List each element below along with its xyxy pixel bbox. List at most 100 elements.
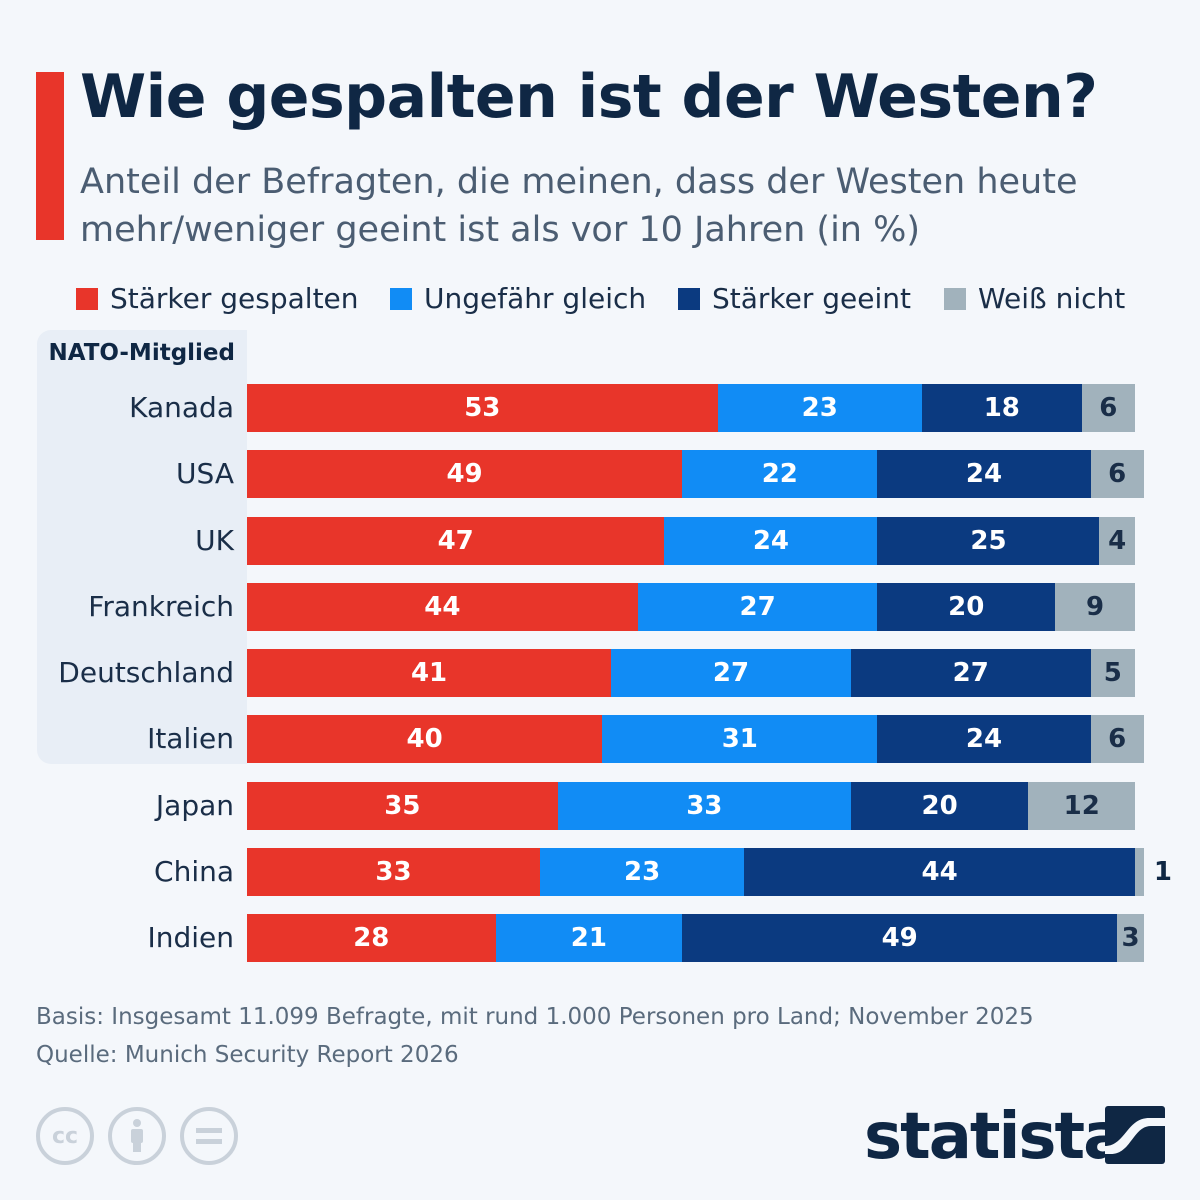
bar-segment: 4 xyxy=(1099,516,1135,565)
bar-segment: 49 xyxy=(247,450,683,499)
bar-segment: 40 xyxy=(247,715,603,764)
bar-segment: 5 xyxy=(1090,649,1135,697)
logo-text: statista xyxy=(864,1100,1126,1174)
data-label: 53 xyxy=(464,393,501,423)
data-label: 18 xyxy=(983,393,1020,423)
category-label: Frankreich xyxy=(88,589,234,623)
legend-item: Stärker gespalten xyxy=(76,282,359,315)
bar-segment: 24 xyxy=(877,450,1091,499)
category-label: USA xyxy=(176,457,234,491)
legend-swatch xyxy=(678,287,700,310)
chart-subtitle: Anteil der Befragten, die meinen, dass d… xyxy=(80,162,1078,250)
data-label: 5 xyxy=(1103,658,1122,688)
bar-segment: 33 xyxy=(557,781,851,830)
data-label: 21 xyxy=(570,923,607,953)
chart-title: Wie gespalten ist der Westen? xyxy=(80,62,1098,132)
data-label: 35 xyxy=(384,790,421,821)
data-label: 23 xyxy=(624,856,661,887)
bar-segment: 21 xyxy=(495,914,683,962)
data-label: 6 xyxy=(1108,459,1127,490)
data-label: 27 xyxy=(739,591,776,622)
statista-logo-icon xyxy=(1105,1106,1165,1164)
category-label: China xyxy=(154,854,234,888)
data-label: 24 xyxy=(965,724,1003,755)
bar-segment: 3 xyxy=(1117,914,1144,962)
data-label: 9 xyxy=(1085,591,1105,622)
bar-segment: 49 xyxy=(682,914,1118,962)
data-label: 31 xyxy=(721,724,758,755)
bar-segment: 12 xyxy=(1028,781,1135,830)
bar-segment: 6 xyxy=(1081,384,1135,432)
data-label: 24 xyxy=(965,459,1003,490)
legend-swatch xyxy=(76,287,98,310)
statista-logo: statista xyxy=(864,1100,1126,1174)
bar-segment: 44 xyxy=(744,847,1135,896)
legend-label: Stärker gespalten xyxy=(110,282,359,315)
data-label: 41 xyxy=(410,658,448,688)
bar-segment: 53 xyxy=(247,384,718,432)
data-label: 4 xyxy=(1108,525,1127,556)
bar-segment: 9 xyxy=(1055,582,1135,631)
data-label: 28 xyxy=(353,923,390,953)
data-label: 20 xyxy=(921,790,958,821)
bar-segment: 27 xyxy=(611,649,851,697)
no-derivatives-icon xyxy=(180,1107,238,1165)
bar-segment: 27 xyxy=(850,649,1091,697)
bar-segment: 44 xyxy=(247,582,638,631)
bar-segment: 23 xyxy=(540,847,745,896)
data-label: 20 xyxy=(948,591,985,622)
bar-segment: 20 xyxy=(877,582,1056,631)
bar-segment: 23 xyxy=(717,384,922,432)
attribution-icon xyxy=(108,1107,166,1165)
bar-segment: 20 xyxy=(850,781,1029,830)
bar-segment: 33 xyxy=(247,847,541,896)
legend-item: Stärker geeint xyxy=(678,282,911,315)
category-label: Italien xyxy=(147,722,234,756)
title-accent-bar xyxy=(36,72,64,240)
data-label: 49 xyxy=(446,459,483,490)
legend-swatch xyxy=(390,287,412,310)
legend-item: Weiß nicht xyxy=(944,282,1125,315)
data-label: 22 xyxy=(761,459,798,490)
data-label: 24 xyxy=(752,525,789,556)
data-label: 25 xyxy=(970,525,1007,556)
bar-segment: 22 xyxy=(682,450,878,499)
data-label: 49 xyxy=(881,923,918,953)
cc-license-icon: cc xyxy=(36,1107,94,1165)
bar-segment: 24 xyxy=(664,516,878,565)
nato-group-panel xyxy=(37,330,247,764)
data-label: 27 xyxy=(712,658,750,688)
bar-segment xyxy=(1135,847,1144,896)
bar-segment: 18 xyxy=(921,384,1082,432)
bar-segment: 6 xyxy=(1090,715,1144,764)
bar-segment: 35 xyxy=(247,781,558,830)
data-label: 33 xyxy=(375,856,412,887)
data-label: 6 xyxy=(1099,393,1118,423)
data-label: 44 xyxy=(424,591,461,622)
data-label: 3 xyxy=(1121,923,1140,953)
category-label: UK xyxy=(195,523,234,557)
legend-label: Stärker geeint xyxy=(712,282,912,315)
bar-segment: 25 xyxy=(877,516,1100,565)
legend-swatch xyxy=(944,287,966,310)
source-note: Quelle: Munich Security Report 2026 xyxy=(36,1042,459,1068)
data-label: 1 xyxy=(1153,856,1172,887)
category-label: Indien xyxy=(147,921,234,954)
data-label: 6 xyxy=(1108,724,1127,755)
legend-label: Weiß nicht xyxy=(978,282,1126,315)
nato-group-label: NATO-Mitglied xyxy=(48,340,235,366)
data-label: 33 xyxy=(686,790,723,821)
bar-segment: 24 xyxy=(877,715,1091,764)
category-label: Kanada xyxy=(129,391,234,424)
bar-segment: 27 xyxy=(637,582,878,631)
category-label: Deutschland xyxy=(58,656,234,689)
bar-segment: 41 xyxy=(247,649,612,697)
bar-segment: 28 xyxy=(247,914,496,962)
data-label: 23 xyxy=(801,393,838,423)
basis-note: Basis: Insgesamt 11.099 Befragte, mit ru… xyxy=(36,1004,1034,1030)
category-label: Japan xyxy=(155,788,234,822)
legend-label: Ungefähr gleich xyxy=(424,282,647,315)
legend-item: Ungefähr gleich xyxy=(390,282,646,315)
bar-segment: 31 xyxy=(602,715,878,764)
bar-segment: 6 xyxy=(1090,450,1144,499)
